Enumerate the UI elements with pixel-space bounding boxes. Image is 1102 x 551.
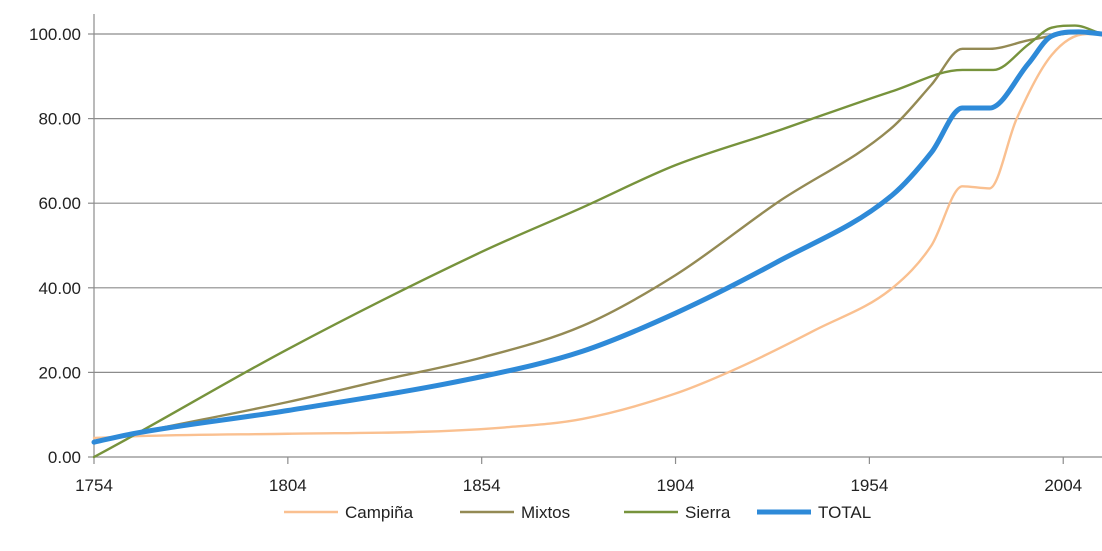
legend-item-campi-a: Campiña <box>284 503 414 522</box>
legend-item-total: TOTAL <box>757 503 871 522</box>
y-tick-label: 100.00 <box>29 25 81 44</box>
x-tick-label: 2004 <box>1044 476 1082 495</box>
legend-item-sierra: Sierra <box>624 503 731 522</box>
axes: 0.00 20.00 40.00 60.00 80.00 100.00 1754 1804 18… <box>29 14 1102 495</box>
legend-label: Campiña <box>345 503 414 522</box>
series-lines <box>91 24 1102 459</box>
series-line-sierra <box>92 24 1102 459</box>
legend-item-mixtos: Mixtos <box>460 503 570 522</box>
y-tick-label: 40.00 <box>38 279 81 298</box>
x-tick-label: 1904 <box>657 476 695 495</box>
legend-label: TOTAL <box>818 503 871 522</box>
y-tick-label: 80.00 <box>38 110 81 129</box>
legend: Campiña Mixtos Sierra TOTAL <box>284 503 871 522</box>
series-line-mixtos <box>92 30 1102 444</box>
legend-label: Sierra <box>685 503 731 522</box>
y-tick-label: 20.00 <box>38 363 81 382</box>
y-tick-label: 0.00 <box>48 448 81 467</box>
legend-label: Mixtos <box>521 503 570 522</box>
x-tick-label: 1954 <box>850 476 888 495</box>
x-tick-label: 1754 <box>75 476 113 495</box>
y-tick-label: 60.00 <box>38 194 81 213</box>
x-tick-label: 1854 <box>463 476 501 495</box>
series-line-campi-a <box>92 32 1102 440</box>
gridlines <box>94 33 1102 373</box>
series-line-total <box>91 29 1102 445</box>
x-tick-label: 1804 <box>269 476 307 495</box>
